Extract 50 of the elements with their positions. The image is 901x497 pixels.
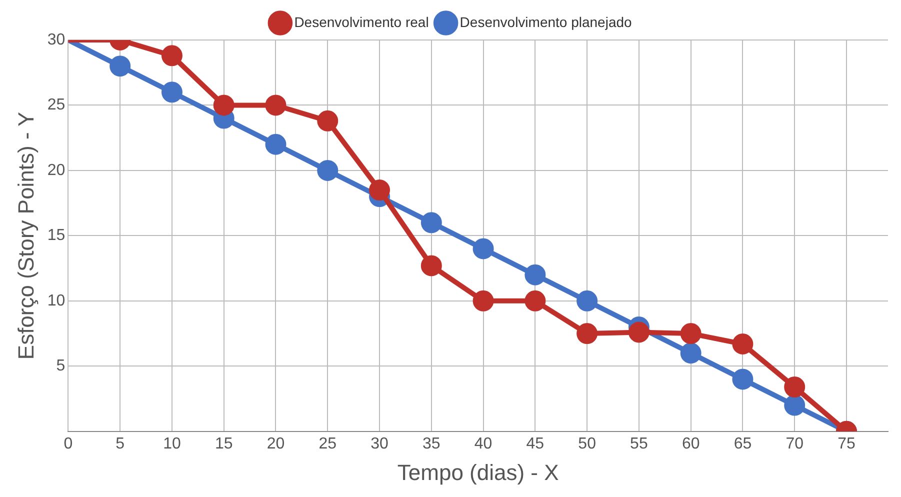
y-tick-label: 20	[47, 162, 66, 179]
point	[732, 333, 754, 354]
point	[472, 290, 494, 312]
y-tick-label: 30	[47, 31, 66, 48]
x-tick-label: 0	[64, 435, 73, 452]
x-tick-label: 60	[682, 435, 700, 452]
x-tick-label: 35	[422, 435, 440, 452]
point	[680, 342, 702, 364]
point	[472, 238, 494, 260]
point	[317, 110, 338, 132]
point	[628, 322, 650, 343]
x-axis-title: Tempo (dias) - X	[397, 460, 560, 485]
x-tick-label: 30	[370, 435, 389, 452]
legend-label: Desenvolvimento real	[294, 14, 429, 30]
x-tick-label: 75	[838, 435, 856, 452]
x-tick-label: 65	[734, 435, 752, 452]
y-axis-title: Esforço (Story Points) - Y	[13, 111, 38, 360]
point	[680, 323, 702, 344]
point	[265, 134, 286, 155]
x-tick-label: 5	[116, 435, 125, 452]
point	[161, 45, 182, 66]
x-tick-label: 15	[214, 435, 233, 452]
x-tick-label: 50	[578, 435, 596, 452]
point	[420, 255, 442, 276]
x-tick-label: 45	[526, 435, 544, 452]
x-tick-label: 10	[163, 435, 181, 452]
point	[265, 94, 286, 116]
point	[317, 160, 338, 181]
point	[161, 82, 182, 103]
y-tick-label: 25	[47, 96, 66, 114]
point	[784, 376, 806, 398]
point	[420, 212, 442, 234]
x-tick-label: 25	[318, 435, 337, 452]
point	[576, 290, 598, 312]
point	[732, 368, 754, 390]
point	[524, 264, 546, 286]
point	[369, 180, 390, 201]
y-tick-label: 5	[56, 358, 66, 375]
point	[524, 290, 546, 312]
x-tick-label: 40	[474, 435, 492, 452]
point	[784, 394, 806, 416]
x-tick-label: 55	[630, 435, 648, 452]
y-tick-label: 10	[47, 292, 66, 310]
y-tick-label: 15	[47, 227, 66, 244]
legend-label: Desenvolvimento planejado	[460, 14, 632, 30]
x-tick-label: 20	[266, 435, 285, 452]
point	[213, 94, 234, 116]
point	[576, 323, 598, 344]
point	[110, 56, 131, 77]
x-tick-label: 70	[786, 435, 804, 452]
